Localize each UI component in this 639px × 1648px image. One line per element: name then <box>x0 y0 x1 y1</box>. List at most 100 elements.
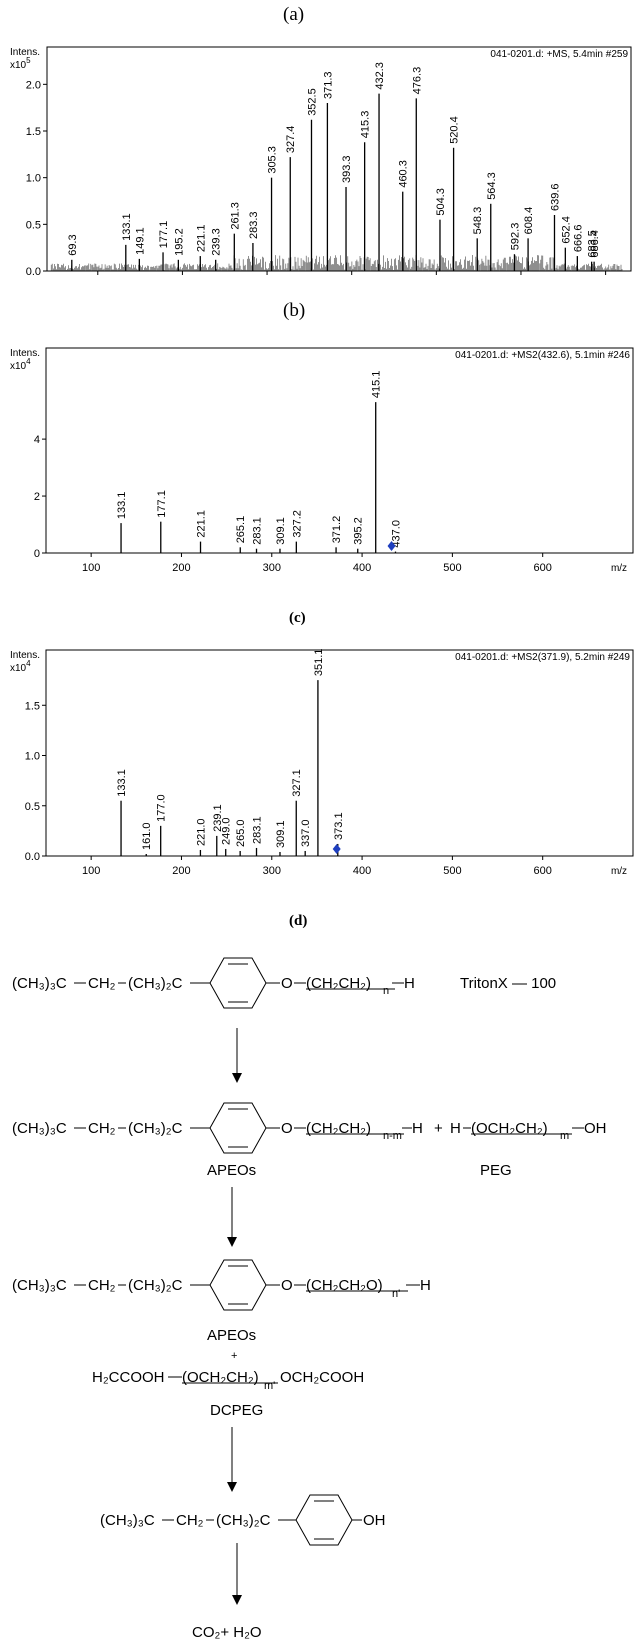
dcpeg-label: DCPEG <box>210 1402 263 1419</box>
peak-label: 437.0 <box>390 520 402 548</box>
y-axis-label: Intens. <box>10 47 40 58</box>
chain-n: (CH₂CH₂) <box>306 975 371 992</box>
dimethyl-3: (CH₃)₂C <box>128 1277 183 1294</box>
tert-group-4: (CH₃)₃C <box>100 1512 155 1529</box>
peak-label: 283.3 <box>248 211 260 239</box>
peak-label: 309.1 <box>275 820 287 848</box>
y-tick-label: 0.0 <box>26 266 41 278</box>
peak-label: 133.1 <box>116 492 128 520</box>
mass-spectrum-b: 041-0201.d: +MS2(432.6), 5.1min #246 Inte… <box>10 347 634 574</box>
peak-label: 608.4 <box>523 207 535 235</box>
peak-label: 177.1 <box>158 221 170 249</box>
benzene-ring-1 <box>209 957 267 1009</box>
peak-label: 309.1 <box>275 517 287 545</box>
spectrum-header: 041-0201.d: +MS, 5.4min #259 <box>490 49 628 60</box>
y-tick-label: 1.0 <box>26 173 41 185</box>
peak-label: 476.3 <box>411 67 423 95</box>
y-tick-label: 2 <box>34 491 40 503</box>
peak-label: 133.1 <box>121 213 133 241</box>
peak-label: 683.5 <box>587 230 599 258</box>
peak-label: 239.1 <box>212 804 224 832</box>
oxygen-2: O <box>281 1120 293 1137</box>
peak-label: 177.0 <box>156 794 168 822</box>
x-axis-unit: m/z <box>611 563 627 574</box>
hydrogen-2: H <box>412 1120 423 1137</box>
degradation-scheme: (CH₃)₃C CH₂ (CH₃)₂C O (CH₂CH₂) n H Trito… <box>12 957 607 1641</box>
plus-1: + <box>434 1120 443 1137</box>
y-axis-exponent: x104 <box>10 357 31 372</box>
reagent-name: TritonX — 100 <box>460 975 556 992</box>
y-axis-label: Intens. <box>10 348 40 359</box>
peak-label: 265.0 <box>235 819 247 847</box>
spectrum-header: 041-0201.d: +MS2(432.6), 5.1min #246 <box>455 350 630 361</box>
ch2-1: CH₂ <box>88 975 116 992</box>
peak-label: 283.1 <box>252 517 264 545</box>
peak-label: 249.0 <box>221 817 233 845</box>
peak-label: 177.1 <box>156 490 168 518</box>
peak-label: 393.3 <box>341 155 353 183</box>
precursor-marker <box>387 541 396 551</box>
y-tick-label: 1.5 <box>26 126 41 138</box>
panel-label-a: (a) <box>283 4 305 25</box>
peak-label: 221.0 <box>195 818 207 846</box>
y-axis-exponent-power: 5 <box>26 56 31 65</box>
dcpeg-left: H₂CCOOH <box>92 1369 165 1386</box>
peg-left: H <box>450 1120 461 1137</box>
y-tick-label: 1.5 <box>25 700 40 712</box>
peak-label: 686.4 <box>589 230 601 258</box>
chain-nm: (CH₂CH₂) <box>306 1120 371 1137</box>
y-tick-label: 4 <box>34 434 40 446</box>
peak-label: 239.3 <box>211 228 223 256</box>
peak-label: 373.1 <box>333 812 345 840</box>
sub-m: m <box>560 1130 569 1142</box>
dcpeg-chain: (OCH₂CH₂) <box>182 1369 259 1386</box>
baseline-noise <box>50 255 623 271</box>
x-tick-label: 600 <box>534 562 552 574</box>
x-tick-label: 400 <box>353 865 371 877</box>
y-tick-label: 0.5 <box>25 801 40 813</box>
spectrum-header: 041-0201.d: +MS2(371.9), 5.2min #249 <box>455 652 630 663</box>
peak-label: 265.1 <box>235 516 247 544</box>
peak-label: 520.4 <box>449 116 461 144</box>
peak-label: 652.4 <box>560 216 572 244</box>
peg-right: OH <box>584 1120 607 1137</box>
peak-label: 371.3 <box>322 71 334 99</box>
peak-label: 161.0 <box>141 822 153 850</box>
x-tick-label: 200 <box>172 865 190 877</box>
plus-2: + <box>231 1350 237 1362</box>
chain-n2: (CH₂CH₂O) <box>306 1277 383 1294</box>
dcpeg-right: OCH₂COOH <box>280 1369 364 1386</box>
peak-label: 69.3 <box>67 234 79 255</box>
oxygen-1: O <box>281 975 293 992</box>
sub-n2: n' <box>392 1288 400 1300</box>
benzene-ring-2 <box>209 1102 267 1154</box>
benzene-ring-3 <box>209 1259 267 1311</box>
panel-label-b: (b) <box>283 300 306 321</box>
tert-group-3: (CH₃)₃C <box>12 1277 67 1294</box>
x-axis-unit: m/z <box>611 866 627 877</box>
peak-label: 415.3 <box>360 111 372 139</box>
peak-label: 395.2 <box>353 517 365 545</box>
peak-label: 432.3 <box>374 62 386 90</box>
final-products: CO₂+ H₂O <box>192 1624 262 1641</box>
peak-label: 327.4 <box>285 126 297 154</box>
peak-label: 548.3 <box>472 207 484 235</box>
ch2-2: CH₂ <box>88 1120 116 1137</box>
apeos-label-2: APEOs <box>207 1327 256 1344</box>
y-tick-label: 0 <box>34 548 40 560</box>
dimethyl-4: (CH₃)₂C <box>216 1512 271 1529</box>
peak-label: 415.1 <box>371 371 383 399</box>
x-tick-label: 500 <box>443 562 461 574</box>
tert-group-1: (CH₃)₃C <box>12 975 67 992</box>
x-tick-label: 300 <box>263 865 281 877</box>
oxygen-3: O <box>281 1277 293 1294</box>
mass-spectrum-c: 041-0201.d: +MS2(371.9), 5.2min #249 Inte… <box>10 649 634 877</box>
peak-label: 133.1 <box>116 769 128 797</box>
panel-label-c: (c) <box>289 610 306 626</box>
y-axis-exponent: x105 <box>10 56 31 71</box>
x-tick-label: 100 <box>82 562 100 574</box>
y-tick-label: 2.0 <box>26 79 41 91</box>
sub-m2: m' <box>264 1380 275 1392</box>
peak-label: 592.3 <box>509 223 521 251</box>
x-tick-label: 300 <box>263 562 281 574</box>
